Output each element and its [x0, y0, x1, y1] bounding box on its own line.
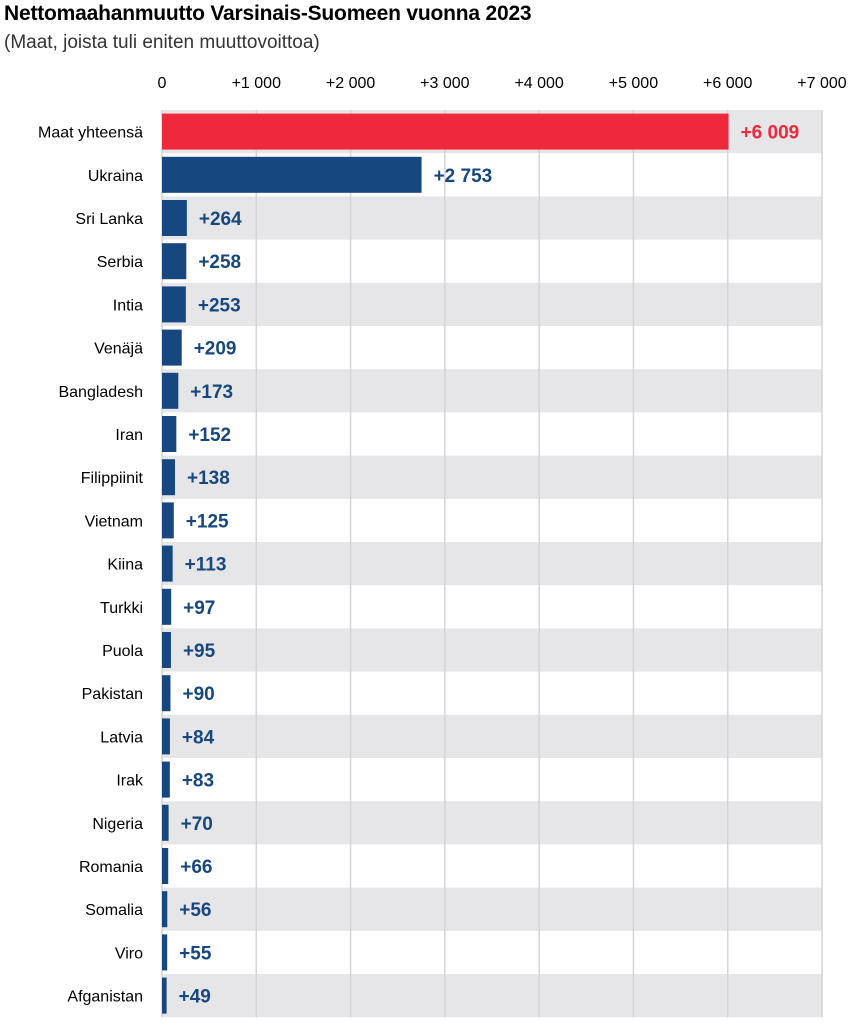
value-label: +83: [182, 771, 214, 792]
value-label: +56: [179, 900, 211, 921]
value-label: +66: [180, 857, 212, 878]
x-tick-label: 0: [158, 75, 167, 92]
value-label: +70: [181, 814, 213, 835]
row-band: [162, 887, 822, 931]
value-label: +209: [194, 339, 237, 360]
bar: [162, 804, 169, 841]
value-label: +97: [183, 598, 215, 619]
bar: [162, 372, 179, 409]
category-label: Irak: [116, 773, 144, 790]
bar: [162, 934, 168, 971]
value-label: +258: [198, 252, 241, 273]
chart-title: Nettomaahanmuutto Varsinais-Suomeen vuon…: [4, 2, 532, 25]
bar: [162, 848, 169, 884]
value-label: +152: [188, 425, 231, 446]
category-label: Romania: [79, 859, 143, 876]
bar: [162, 761, 170, 798]
value-label: +253: [198, 295, 241, 316]
category-label: Sri Lanka: [75, 211, 143, 228]
bar: [162, 459, 176, 496]
category-label: Serbia: [97, 254, 143, 271]
row-band: [162, 974, 822, 1018]
x-tick-label: +4 000: [514, 75, 563, 92]
category-labels: Maat yhteensä Ukraina Sri Lanka Serbia Intia…: [38, 125, 144, 1006]
bar: [162, 200, 187, 236]
category-label: Iran: [115, 427, 143, 444]
value-label: +55: [179, 943, 212, 964]
category-label: Ukraina: [88, 168, 143, 185]
x-tick-label: +6 000: [703, 75, 752, 92]
category-label: Afganistan: [67, 989, 143, 1006]
value-label: +6 009: [741, 123, 800, 144]
bar: [162, 545, 173, 582]
gridlines: [161, 110, 823, 1018]
chart-subtitle: (Maat, joista tuli eniten muuttovoittoa): [4, 32, 320, 53]
bar: [162, 502, 174, 539]
x-tick-label: +5 000: [609, 75, 658, 92]
category-label: Somalia: [85, 902, 143, 919]
category-label: Maat yhteensä: [38, 125, 143, 142]
row-bands: [162, 110, 822, 1018]
value-label: +95: [183, 641, 216, 662]
value-label: +173: [190, 382, 233, 403]
x-tick-label: +2 000: [326, 75, 375, 92]
value-label: +84: [182, 727, 215, 748]
value-label: +90: [182, 684, 214, 705]
bar: [162, 329, 182, 366]
bar: [162, 243, 187, 280]
value-label: +2 753: [434, 166, 493, 187]
row-band: [162, 801, 822, 845]
category-label: Venäjä: [94, 341, 143, 358]
row-band: [162, 282, 822, 326]
bar: [162, 286, 186, 323]
bar: [162, 891, 168, 928]
value-label: +125: [186, 511, 229, 532]
row-band: [162, 628, 822, 672]
bar: [162, 588, 172, 625]
category-label: Puola: [102, 643, 143, 660]
category-label: Vietnam: [85, 513, 143, 530]
x-tick-label: +1 000: [232, 75, 281, 92]
row-band: [162, 196, 822, 240]
x-axis-tick-labels: 0 +1 000 +2 000 +3 000 +4 000 +5 000 +6 000 +7 …: [158, 75, 847, 92]
bar: [162, 675, 171, 712]
category-label: Filippiinit: [81, 470, 144, 487]
category-label: Bangladesh: [58, 384, 143, 401]
category-label: Pakistan: [82, 686, 143, 703]
value-label: +264: [199, 209, 242, 230]
bar-total: [162, 113, 729, 150]
row-band: [162, 455, 822, 499]
category-label: Nigeria: [92, 816, 143, 833]
row-band: [162, 369, 822, 413]
row-band: [162, 714, 822, 758]
value-label: +113: [185, 555, 227, 576]
x-tick-label: +7 000: [797, 75, 846, 92]
category-label: Latvia: [100, 729, 143, 746]
category-label: Turkki: [100, 600, 143, 617]
category-label: Viro: [115, 945, 143, 962]
bar: [162, 718, 170, 755]
bar: [162, 416, 177, 452]
value-labels: +6 009 +2 753 +264 +258 +253 +209 +173 +152 +138…: [179, 123, 800, 1008]
category-label: Kiina: [107, 557, 143, 574]
x-tick-label: +3 000: [420, 75, 469, 92]
bars: [162, 113, 729, 1014]
bar: [162, 156, 422, 193]
row-band: [162, 542, 822, 586]
value-label: +49: [179, 987, 211, 1008]
category-label: Intia: [113, 297, 143, 314]
value-label: +138: [187, 468, 230, 489]
bar: [162, 632, 171, 668]
bar: [162, 977, 167, 1014]
